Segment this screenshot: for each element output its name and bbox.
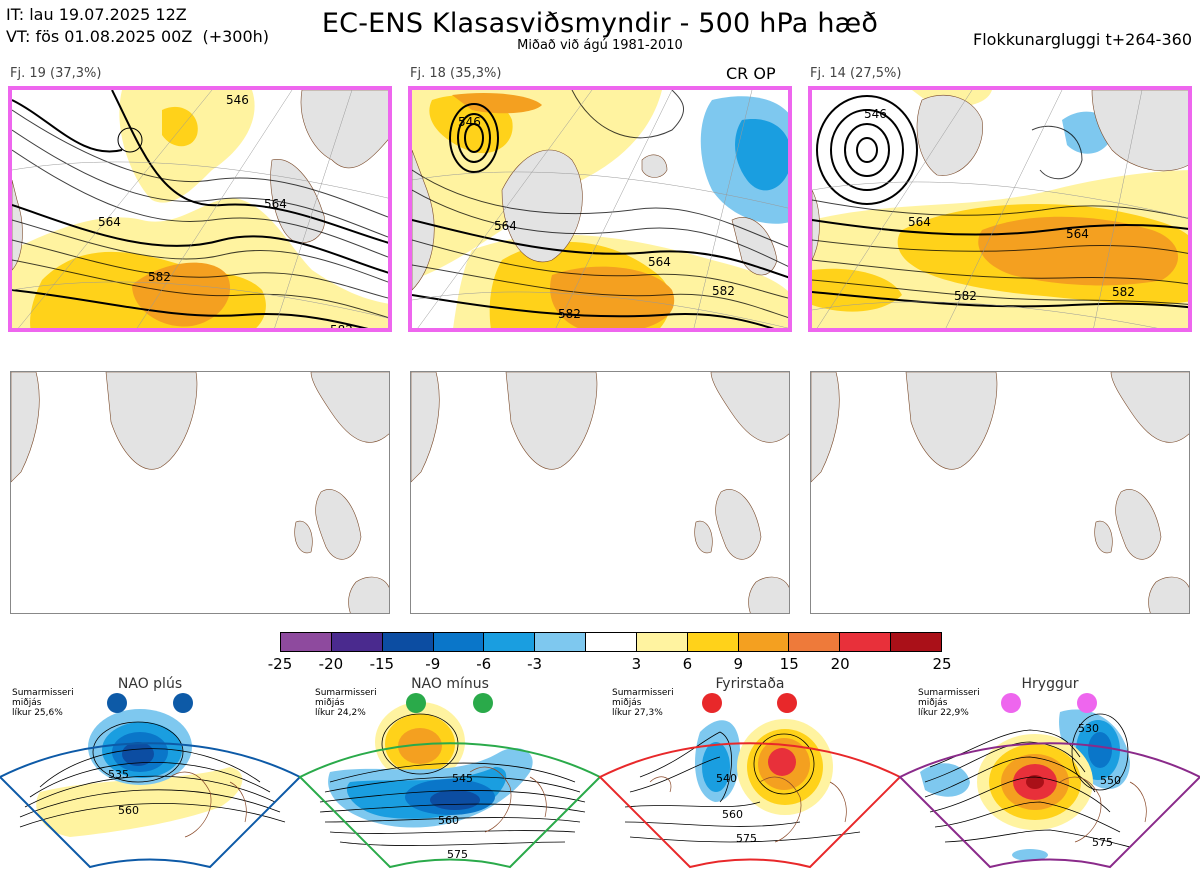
regime-nao-minus-title: NAO mínus: [411, 676, 489, 692]
regime-season: Sumarmisseri: [315, 688, 377, 698]
page-title: EC-ENS Klasasviðsmyndir - 500 hPa hæð: [321, 8, 879, 39]
regime-season: Sumarmisseri: [612, 688, 674, 698]
colorbar-swatch: [738, 633, 790, 651]
regime-nao-plus-map: 535 560: [0, 693, 302, 869]
empty-map-1-land: [11, 372, 389, 613]
colorbar-swatch: [840, 633, 892, 651]
colorbar-tick-label: -25: [267, 655, 293, 673]
cluster-2-contour-label: 582: [712, 284, 735, 298]
nao-plus-contour-label: 560: [118, 804, 139, 817]
empty-map-2: [410, 371, 790, 614]
ridge-contour-label: 530: [1078, 722, 1099, 735]
colorbar-tick-label: -20: [318, 655, 344, 673]
regime-blocking-title: Fyrirstaða: [715, 676, 785, 692]
colorbar-swatch: [382, 633, 434, 651]
empty-map-3: [810, 371, 1190, 614]
cluster-3-contour-label: 564: [1066, 227, 1089, 241]
colorbar-swatch: [535, 633, 587, 651]
regime-probability: líkur 24,2%: [315, 708, 366, 718]
regime-nao-minus-info: Sumarmisseri miðjás líkur 24,2%: [315, 688, 377, 718]
cluster-1-map-graphic: 546 564 564 582 582: [12, 90, 388, 332]
regime-blocking-map: 540 560 575: [598, 693, 902, 869]
nao-plus-contour-label: 535: [108, 768, 129, 781]
cluster-1-contour-label: 564: [264, 197, 287, 211]
cluster-1-contour-label: 546: [226, 93, 249, 107]
blocking-contour-label: 540: [716, 772, 737, 785]
cluster-2-contour-label: 582: [558, 307, 581, 321]
cluster-2-contour-label: 546: [458, 115, 481, 129]
cluster-1-contour-label: 582: [330, 323, 353, 332]
colorbar-swatch: [891, 633, 941, 651]
regime-season: Sumarmisseri: [918, 688, 980, 698]
colorbar-swatch: [789, 633, 841, 651]
colorbar-swatch: [687, 633, 739, 651]
regime-sectors: 535 560 545 560 5: [0, 693, 1200, 869]
colorbar-tick-label: 15: [779, 655, 799, 673]
cluster-3-contour-label: 582: [1112, 285, 1135, 299]
colorbar-swatch: [433, 633, 485, 651]
cluster-2-members: CR OP: [726, 64, 776, 83]
regime-nao-minus-map: 545 560 575: [298, 693, 602, 869]
regime-ridge-info: Sumarmisseri miðjás líkur 22,9%: [918, 688, 980, 718]
colorbar-swatch: [331, 633, 383, 651]
regime-nao-plus-title: NAO plús: [117, 676, 183, 692]
regime-ridge-map: 530 550 575: [898, 693, 1200, 869]
colorbar-tick-label: 9: [733, 655, 744, 673]
cluster-3-map-graphic: 546 564 564 582 582: [812, 90, 1188, 328]
regime-probability: líkur 27,3%: [612, 708, 663, 718]
colorbar-swatch: [484, 633, 536, 651]
cluster-3-label: Fj. 14 (27,5%): [810, 66, 902, 81]
empty-map-1: [10, 371, 390, 614]
colorbar-tick-label: -3: [527, 655, 543, 673]
ridge-contour-label: 550: [1100, 774, 1121, 787]
cluster-1-contour-label: 564: [98, 215, 121, 229]
nao-minus-contour-label: 560: [438, 814, 459, 827]
empty-map-3-land: [811, 372, 1189, 613]
nao-minus-contour-label: 545: [452, 772, 473, 785]
cluster-1-map[interactable]: 546 564 564 582 582: [8, 86, 392, 332]
colorbar-tick-label: 6: [682, 655, 693, 673]
regime-nao-plus-info: Sumarmisseri miðjás líkur 25,6%: [12, 688, 74, 718]
cluster-3-map[interactable]: 546 564 564 582 582: [808, 86, 1192, 332]
colorbar-swatch: [586, 633, 637, 651]
init-time: IT: lau 19.07.2025 12Z: [6, 5, 187, 24]
cluster-3-contour-label: 546: [864, 107, 887, 121]
regime-ridge-title: Hryggur: [1021, 676, 1079, 692]
cluster-1-label: Fj. 19 (37,3%): [10, 66, 102, 81]
regime-blocking-info: Sumarmisseri miðjás líkur 27,3%: [612, 688, 674, 718]
colorbar-tick-label: -15: [369, 655, 395, 673]
regime-median: miðjás: [612, 698, 642, 708]
cluster-2-label: Fj. 18 (35,3%): [410, 66, 502, 81]
blocking-contour-label: 575: [736, 832, 757, 845]
cluster-2-map-graphic: 546 564 564 582 582: [412, 90, 788, 328]
ridge-contour-label: 575: [1092, 836, 1113, 849]
empty-map-2-land: [411, 372, 789, 613]
regime-median: miðjás: [12, 698, 42, 708]
cluster-3-contour-label: 564: [908, 215, 931, 229]
anomaly-colorbar: [280, 632, 942, 652]
colorbar-swatch: [281, 633, 332, 651]
blocking-contour-label: 560: [722, 808, 743, 821]
regime-median: miðjás: [918, 698, 948, 708]
colorbar-swatch: [636, 633, 688, 651]
cluster-2-contour-label: 564: [648, 255, 671, 269]
regime-probability: líkur 25,6%: [12, 708, 63, 718]
cluster-3-contour-label: 582: [954, 289, 977, 303]
colorbar-tick-label: -6: [476, 655, 492, 673]
valid-time: VT: fös 01.08.2025 00Z (+300h): [6, 27, 270, 46]
cluster-1-contour-label: 582: [148, 270, 171, 284]
cluster-2-map[interactable]: 546 564 564 582 582: [408, 86, 792, 332]
cluster-window: Flokkunargluggi t+264-360: [973, 30, 1192, 49]
colorbar-tick-label: 3: [631, 655, 642, 673]
colorbar-tick-label: -9: [425, 655, 441, 673]
page-subtitle: Miðað við ágú 1981-2010: [517, 38, 683, 53]
nao-minus-contour-label: 575: [447, 848, 468, 861]
regime-median: miðjás: [315, 698, 345, 708]
regime-season: Sumarmisseri: [12, 688, 74, 698]
colorbar-tick-label: 25: [932, 655, 952, 673]
colorbar-tick-label: 20: [830, 655, 850, 673]
cluster-2-contour-label: 564: [494, 219, 517, 233]
regime-probability: líkur 22,9%: [918, 708, 969, 718]
